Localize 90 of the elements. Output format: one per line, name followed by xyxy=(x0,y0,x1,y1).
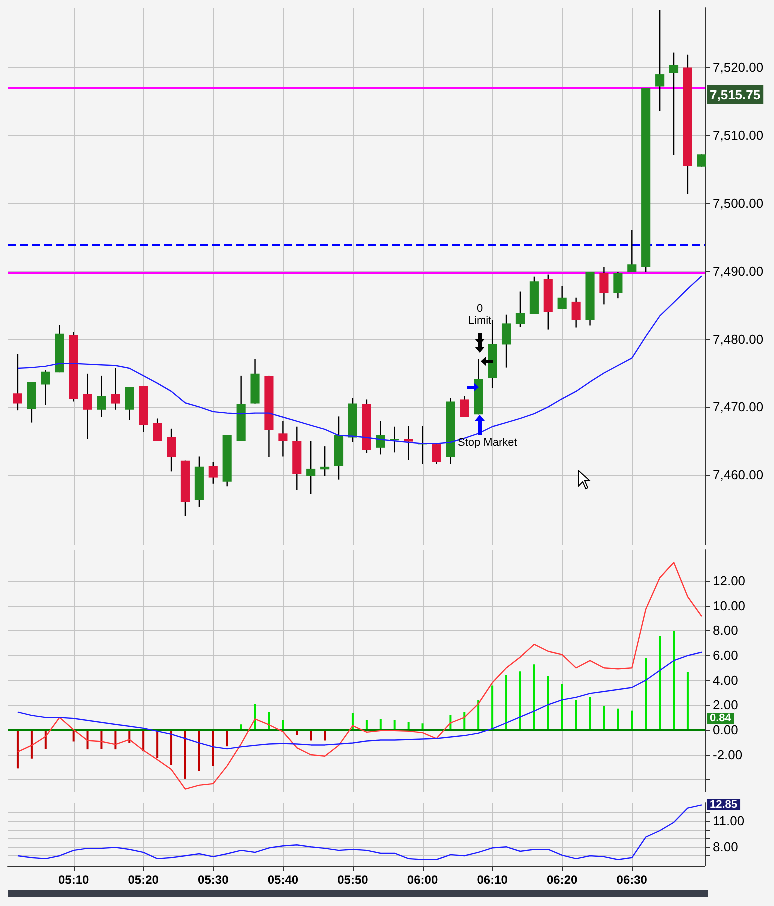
bar xyxy=(394,720,396,730)
y-tick-label: 0.00 xyxy=(713,722,738,738)
bar xyxy=(603,706,606,730)
candlestick xyxy=(278,420,288,458)
candlestick xyxy=(697,154,706,168)
y-tick-label: 7,490.00 xyxy=(713,264,764,279)
bar xyxy=(547,676,550,730)
candlestick xyxy=(153,418,162,442)
x-tick-label: 06:10 xyxy=(477,873,508,887)
text: 7,515.75 xyxy=(710,88,761,102)
bar xyxy=(575,700,578,730)
bar xyxy=(561,684,564,730)
line-series xyxy=(17,804,703,860)
line-series xyxy=(17,652,703,750)
y-tick-label: 8.00 xyxy=(713,623,738,638)
y-tick-label: 6.00 xyxy=(713,648,738,663)
candlestick xyxy=(572,297,581,328)
y-tick-label: 7,500.00 xyxy=(713,196,764,212)
annotation: Stop Market xyxy=(458,437,518,449)
y-tick-label: 4.00 xyxy=(713,672,738,688)
x-tick-label: 05:50 xyxy=(338,873,369,887)
y-tick-label: 8.00 xyxy=(713,840,738,855)
bar xyxy=(170,730,173,766)
candlestick xyxy=(166,428,176,472)
y-tick-label: 7,480.00 xyxy=(713,332,764,347)
bar xyxy=(226,730,228,747)
candlestick xyxy=(460,396,470,418)
candlestick xyxy=(502,314,512,368)
candlestick xyxy=(41,370,50,406)
bar xyxy=(645,658,648,730)
bar xyxy=(184,730,186,779)
bar xyxy=(673,631,676,730)
bar xyxy=(617,708,620,730)
candlestick xyxy=(306,440,316,495)
y-tick-label: 7,470.00 xyxy=(713,400,764,415)
line-series xyxy=(17,562,703,790)
x-tick-label: 06:00 xyxy=(407,873,438,887)
bar xyxy=(631,710,634,730)
bar xyxy=(366,720,368,730)
candlestick xyxy=(432,444,442,465)
candlestick xyxy=(111,368,120,410)
bar xyxy=(659,636,662,730)
candlestick xyxy=(208,462,218,484)
bar xyxy=(380,719,382,730)
annotation: 0 xyxy=(476,303,484,315)
x-tick-label: 06:30 xyxy=(616,873,648,887)
candlestick xyxy=(656,9,665,112)
candlestick xyxy=(600,266,609,306)
candlestick xyxy=(13,354,22,412)
bar xyxy=(30,730,33,759)
candlestick xyxy=(516,291,525,328)
bar xyxy=(492,686,494,730)
annotation: Limit xyxy=(468,315,492,327)
candlestick xyxy=(83,373,92,440)
x-tick-label: 06:20 xyxy=(546,873,578,887)
bar xyxy=(533,664,536,730)
bar xyxy=(282,720,284,730)
y-tick-label: 7,520.00 xyxy=(713,60,764,76)
bar xyxy=(198,730,200,772)
candlestick xyxy=(404,426,414,461)
candlestick xyxy=(320,446,330,478)
candlestick xyxy=(376,420,386,456)
bar xyxy=(156,730,159,758)
text: 12.85 xyxy=(710,799,738,811)
x-tick-label: 05:40 xyxy=(268,873,299,887)
bar xyxy=(16,730,19,769)
y-tick-label: -2.00 xyxy=(713,747,743,762)
y-tick-label: 11.00 xyxy=(713,814,745,829)
bar xyxy=(212,730,214,766)
bar xyxy=(506,675,508,730)
candlestick xyxy=(390,426,400,454)
y-tick-label: 7,460.00 xyxy=(713,468,764,483)
candlestick xyxy=(558,286,567,310)
y-tick-label: 12.00 xyxy=(713,574,746,589)
candlestick xyxy=(628,229,637,273)
x-tick-label: 05:30 xyxy=(198,873,230,887)
candlestick xyxy=(125,386,134,421)
candlestick xyxy=(669,52,679,156)
bar xyxy=(686,672,689,730)
y-tick-label: 2.00 xyxy=(713,698,738,713)
bar xyxy=(589,697,592,730)
candlestick xyxy=(97,375,106,418)
bar xyxy=(519,672,522,730)
y-tick-label: 7,510.00 xyxy=(713,128,764,144)
x-tick-label: 05:20 xyxy=(128,873,160,887)
text: 0.84 xyxy=(710,712,732,724)
candlestick xyxy=(614,271,623,300)
y-tick-label: 10.00 xyxy=(713,598,746,614)
bar xyxy=(478,700,480,730)
x-tick-label: 05:10 xyxy=(58,873,90,887)
